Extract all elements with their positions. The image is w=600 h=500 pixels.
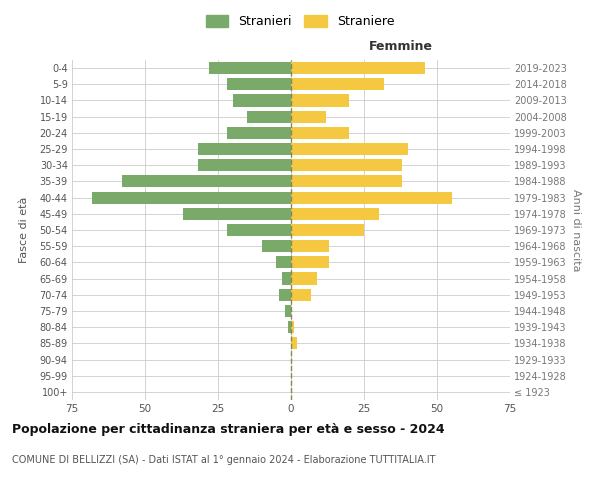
- Bar: [291, 127, 349, 139]
- Bar: [183, 208, 291, 220]
- Bar: [282, 272, 291, 284]
- Text: Popolazione per cittadinanza straniera per età e sesso - 2024: Popolazione per cittadinanza straniera p…: [12, 422, 445, 436]
- Bar: [291, 94, 349, 106]
- Bar: [227, 224, 291, 236]
- Bar: [291, 159, 402, 172]
- Y-axis label: Anni di nascita: Anni di nascita: [571, 188, 581, 271]
- Text: Femmine: Femmine: [368, 40, 433, 53]
- Bar: [280, 288, 291, 301]
- Bar: [197, 159, 291, 172]
- Bar: [288, 321, 291, 333]
- Bar: [197, 143, 291, 155]
- Bar: [122, 176, 291, 188]
- Bar: [209, 62, 291, 74]
- Bar: [291, 338, 297, 349]
- Bar: [227, 127, 291, 139]
- Bar: [247, 110, 291, 122]
- Bar: [291, 192, 452, 203]
- Bar: [92, 192, 291, 203]
- Bar: [291, 240, 329, 252]
- Bar: [291, 224, 364, 236]
- Bar: [262, 240, 291, 252]
- Text: COMUNE DI BELLIZZI (SA) - Dati ISTAT al 1° gennaio 2024 - Elaborazione TUTTITALI: COMUNE DI BELLIZZI (SA) - Dati ISTAT al …: [12, 455, 436, 465]
- Bar: [233, 94, 291, 106]
- Legend: Stranieri, Straniere: Stranieri, Straniere: [202, 11, 398, 32]
- Bar: [227, 78, 291, 90]
- Bar: [291, 78, 385, 90]
- Bar: [291, 110, 326, 122]
- Bar: [291, 143, 408, 155]
- Bar: [291, 321, 294, 333]
- Bar: [285, 305, 291, 317]
- Bar: [291, 208, 379, 220]
- Bar: [277, 256, 291, 268]
- Bar: [291, 288, 311, 301]
- Bar: [291, 272, 317, 284]
- Text: Fasce di età: Fasce di età: [19, 197, 29, 263]
- Bar: [291, 62, 425, 74]
- Bar: [291, 256, 329, 268]
- Bar: [291, 176, 402, 188]
